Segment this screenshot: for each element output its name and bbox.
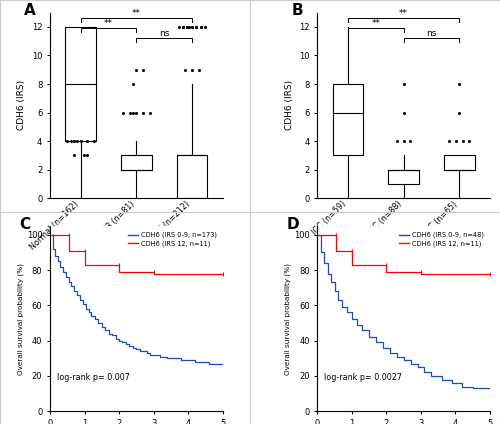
Legend: CDH6 (IRS 0-9, n=173), CDH6 (IRS 12, n=11): CDH6 (IRS 0-9, n=173), CDH6 (IRS 12, n=1… bbox=[125, 229, 219, 250]
Bar bbox=[66, 27, 96, 141]
Bar bbox=[333, 84, 364, 155]
Y-axis label: CDH6 (IRS): CDH6 (IRS) bbox=[18, 80, 26, 131]
Y-axis label: CDH6 (IRS): CDH6 (IRS) bbox=[285, 80, 294, 131]
Text: C: C bbox=[19, 217, 30, 232]
Text: **: ** bbox=[104, 19, 113, 28]
Bar bbox=[121, 155, 152, 170]
Bar bbox=[176, 155, 207, 198]
Y-axis label: Overall survival probability (%): Overall survival probability (%) bbox=[18, 262, 24, 374]
Text: log-rank p= 0.0027: log-rank p= 0.0027 bbox=[324, 374, 402, 382]
Text: log-rank p= 0.007: log-rank p= 0.007 bbox=[57, 374, 130, 382]
Text: D: D bbox=[286, 217, 299, 232]
Bar bbox=[444, 155, 474, 170]
Y-axis label: Overall survival probability (%): Overall survival probability (%) bbox=[285, 262, 292, 374]
Text: ns: ns bbox=[159, 29, 170, 38]
Text: **: ** bbox=[399, 9, 408, 18]
Bar bbox=[388, 170, 419, 184]
Legend: CDH6 (IRS 0-9, n=48), CDH6 (IRS 12, n=11): CDH6 (IRS 0-9, n=48), CDH6 (IRS 12, n=11… bbox=[396, 229, 486, 250]
Text: ns: ns bbox=[426, 29, 436, 38]
Text: A: A bbox=[24, 3, 36, 19]
Text: **: ** bbox=[372, 19, 380, 28]
Text: B: B bbox=[292, 3, 303, 19]
Text: **: ** bbox=[132, 9, 141, 18]
